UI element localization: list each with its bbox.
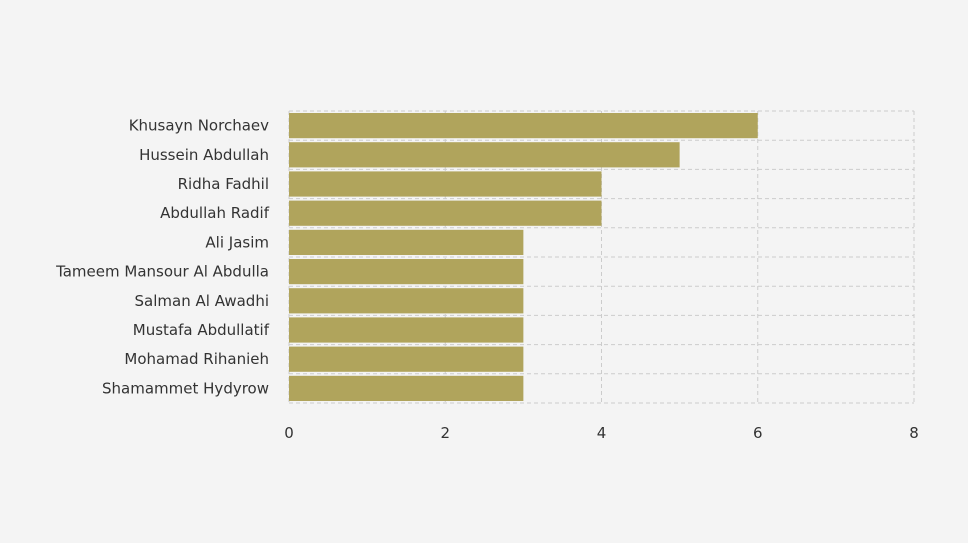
- category-label: Mohamad Rihanieh: [124, 350, 269, 368]
- bar[interactable]: [289, 171, 602, 197]
- category-label: Ali Jasim: [205, 233, 269, 251]
- bar[interactable]: [289, 229, 524, 255]
- x-tick-label: 2: [440, 424, 450, 442]
- x-tick-label: 8: [909, 424, 919, 442]
- x-tick-label: 0: [284, 424, 294, 442]
- category-label: Hussein Abdullah: [139, 146, 269, 164]
- category-label: Salman Al Awadhi: [135, 292, 269, 310]
- x-axis-ticks: 0 2 4 6 8: [284, 424, 919, 442]
- category-label: Ridha Fadhil: [178, 175, 269, 193]
- bar[interactable]: [289, 317, 524, 343]
- bar[interactable]: [289, 113, 758, 139]
- category-label: Shamammet Hydyrow: [102, 379, 269, 397]
- category-label: Abdullah Radif: [160, 204, 270, 222]
- category-label: Khusayn Norchaev: [129, 117, 269, 135]
- category-label: Mustafa Abdullatif: [133, 321, 270, 339]
- x-tick-label: 4: [597, 424, 607, 442]
- category-label: Tameem Mansour Al Abdulla: [55, 263, 269, 281]
- bars: [289, 113, 758, 401]
- bar[interactable]: [289, 346, 524, 372]
- bar[interactable]: [289, 200, 602, 226]
- x-tick-label: 6: [753, 424, 763, 442]
- bar[interactable]: [289, 142, 680, 168]
- bar[interactable]: [289, 259, 524, 285]
- bar[interactable]: [289, 375, 524, 401]
- category-labels: Khusayn Norchaev Hussein Abdullah Ridha Fa…: [55, 117, 270, 398]
- bar[interactable]: [289, 288, 524, 314]
